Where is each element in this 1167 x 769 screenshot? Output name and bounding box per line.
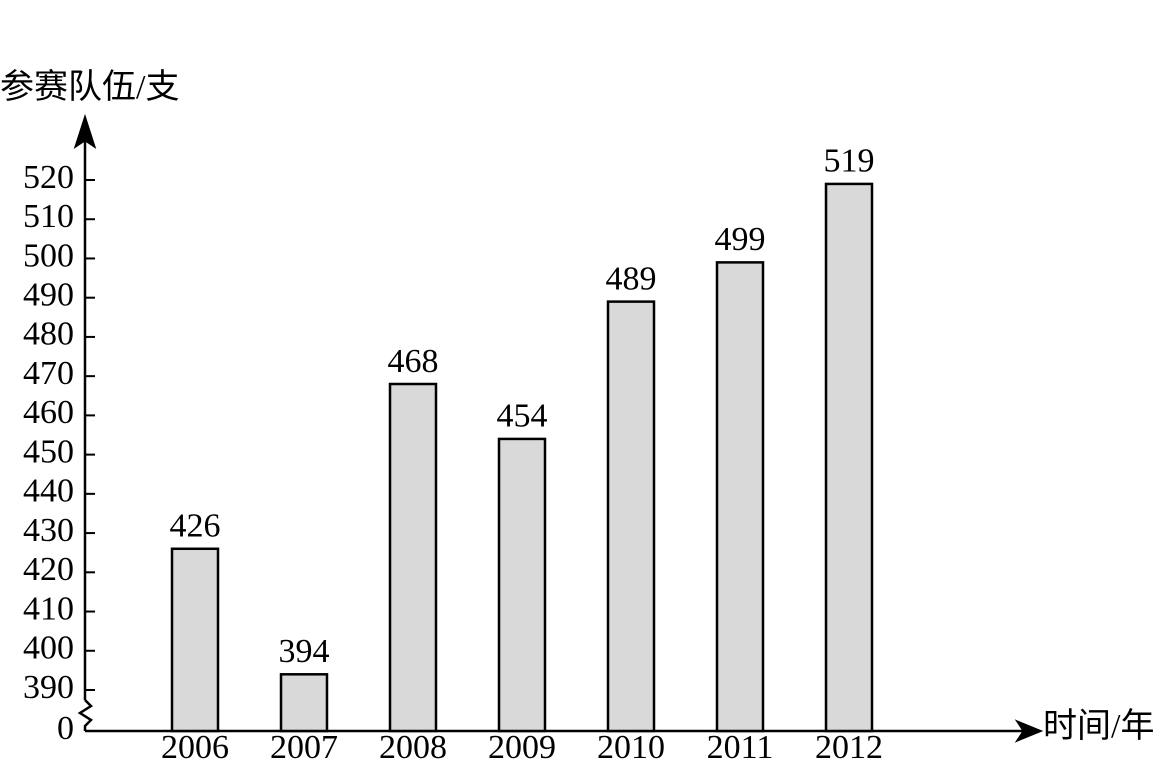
bar [388, 382, 438, 733]
y-tick-label: 410 [23, 590, 74, 627]
x-tick-label: 2011 [707, 729, 774, 766]
y-tick-label: 480 [23, 316, 74, 353]
y-tick-label: 470 [23, 355, 74, 392]
x-axis-title: 时间/年 [1043, 707, 1154, 745]
y-tick-label: 440 [23, 473, 74, 510]
axes [73, 113, 1044, 743]
y-tick-label: 510 [23, 198, 74, 235]
y-tick-label: 390 [23, 669, 74, 706]
value-label: 468 [388, 343, 439, 380]
y-tick-label: 450 [23, 433, 74, 470]
x-tick-label: 2009 [488, 729, 556, 766]
bar [715, 261, 765, 733]
y-tick-label: 460 [23, 394, 74, 431]
value-label: 454 [497, 398, 548, 435]
x-tick-label: 2007 [270, 729, 338, 766]
value-label: 394 [279, 633, 330, 670]
bar [606, 300, 656, 733]
y-axis-title: 参赛队伍/支 [0, 68, 179, 106]
value-label: 519 [824, 143, 875, 180]
x-arrow [1014, 719, 1044, 743]
bar [824, 182, 874, 733]
y-tick-label: 430 [23, 512, 74, 549]
y-tick-label: 520 [23, 159, 74, 196]
value-label: 499 [715, 221, 766, 258]
x-tick-label: 2006 [161, 729, 229, 766]
x-tick-label: 2008 [379, 729, 447, 766]
y-tick-label: 420 [23, 551, 74, 588]
bar [497, 437, 547, 733]
value-label: 426 [170, 508, 221, 545]
value-label: 489 [606, 260, 657, 297]
y-tick-label: 490 [23, 276, 74, 313]
bar [279, 673, 329, 733]
x-tick-label: 2010 [597, 729, 665, 766]
bar [170, 547, 220, 733]
y-tick-label: 400 [23, 630, 74, 667]
x-tick-label: 2012 [815, 729, 883, 766]
y-tick-label: 0 [57, 710, 74, 747]
axis-break [77, 699, 93, 731]
y-arrow [73, 113, 97, 150]
y-tick-label: 500 [23, 237, 74, 274]
